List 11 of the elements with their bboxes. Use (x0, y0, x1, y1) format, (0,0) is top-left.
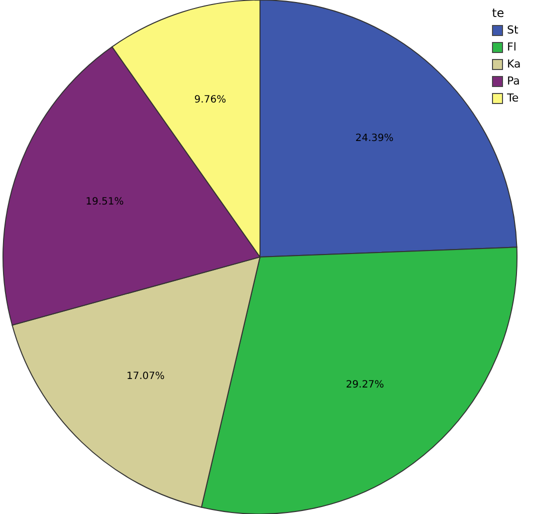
data-label: 24.39% (355, 133, 394, 144)
legend-title: te (492, 6, 504, 20)
data-label: 17.07% (126, 370, 165, 382)
legend-label: Fl (507, 40, 516, 54)
legend-label: Ka (507, 58, 521, 70)
data-label: 19.51% (86, 196, 124, 208)
legend-label: Te (506, 92, 519, 104)
legend-label: Pa (507, 74, 520, 88)
legend-label: St (507, 24, 519, 36)
data-label: 9.76% (194, 94, 226, 106)
data-label: 29.27% (346, 379, 384, 390)
